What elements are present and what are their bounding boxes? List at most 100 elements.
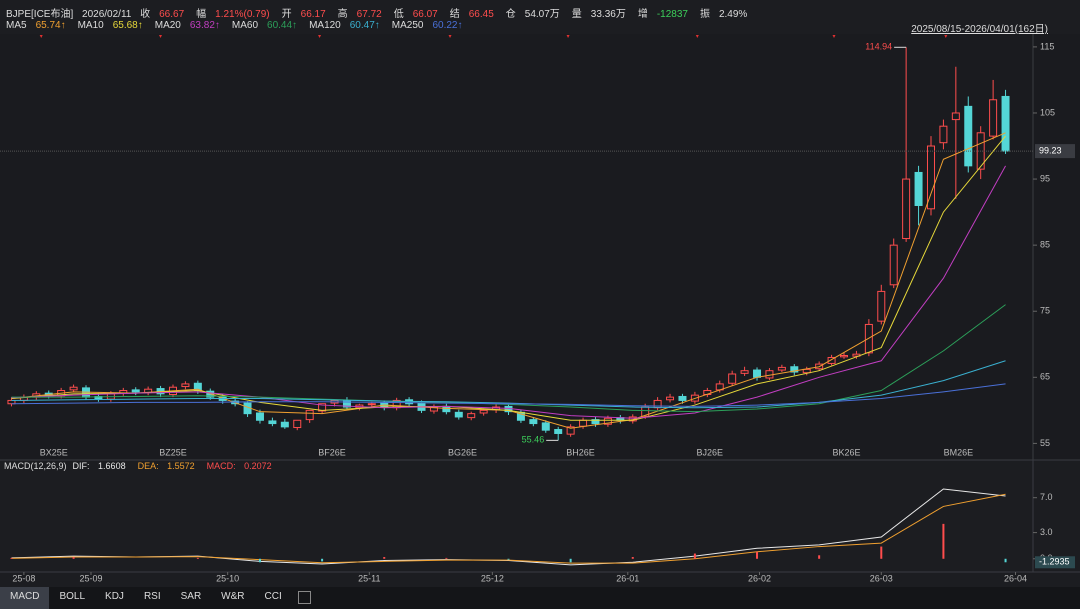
ma-line bbox=[11, 165, 1006, 419]
candle-body bbox=[342, 400, 351, 408]
y-tick-label: 95 bbox=[1040, 173, 1050, 183]
ma-entry: MA120 60.47↑ bbox=[309, 20, 386, 31]
ma-name: MA10 bbox=[77, 20, 104, 31]
quote-field: 高 67.72 bbox=[338, 9, 388, 20]
candle-body bbox=[666, 396, 675, 401]
indicator-tab[interactable]: CCI bbox=[264, 591, 282, 602]
add-tab-button[interactable] bbox=[297, 591, 311, 604]
roll-marker bbox=[944, 35, 948, 38]
ma-value: 65.74↑ bbox=[35, 20, 66, 31]
macd-bar bbox=[569, 558, 572, 563]
candle-body bbox=[740, 370, 749, 374]
y-tick-label: 7.0 bbox=[1040, 492, 1053, 502]
candle-body bbox=[318, 403, 327, 412]
candle-body bbox=[603, 417, 612, 425]
field-value: -12837 bbox=[656, 9, 688, 20]
price-panel bbox=[0, 34, 1080, 460]
y-tick-label: 3.0 bbox=[1040, 527, 1053, 537]
indicator-tab[interactable]: MACD bbox=[0, 587, 50, 609]
quote-field: 收 66.67 bbox=[140, 9, 190, 20]
ma-name: MA20 bbox=[154, 20, 181, 31]
candle-body bbox=[579, 419, 588, 427]
chart: 55 65 75 85 95 105 115 BX25E BZ25E BF26E BG26E BH26… bbox=[0, 34, 1080, 583]
series-value: 1.6608 bbox=[98, 461, 126, 471]
ma-legend: MA5 65.74↑ MA10 65.68↑ MA20 63.82↑ MA60 60.44↑ M… bbox=[6, 20, 475, 31]
y-tick-label: 115 bbox=[1040, 41, 1054, 51]
quote-field: 低 66.07 bbox=[394, 9, 444, 20]
field-label: 增 bbox=[637, 9, 648, 20]
candle-body bbox=[802, 368, 811, 374]
field-label: 开 bbox=[281, 9, 292, 20]
macd-bar bbox=[321, 558, 324, 562]
symbol: BJPE[ICE布油] bbox=[6, 9, 74, 20]
indicator-tab[interactable]: W&R bbox=[221, 591, 245, 602]
x-tick-label: 25-11 bbox=[358, 573, 380, 583]
macd-entry: MACD 0.2072 bbox=[207, 461, 278, 471]
indicator-tab[interactable]: SAR bbox=[180, 591, 202, 602]
ma-value: 60.22↑ bbox=[432, 20, 463, 31]
quote-field: 结 66.45 bbox=[450, 9, 500, 20]
field-label: 高 bbox=[337, 9, 348, 20]
candle-body bbox=[280, 421, 289, 428]
candle-body bbox=[877, 290, 886, 322]
series-name: DEA bbox=[138, 461, 162, 471]
candle-body bbox=[951, 112, 960, 121]
macd-bar bbox=[818, 555, 821, 559]
ma-entry: MA20 63.82↑ bbox=[155, 20, 226, 31]
quote-field: 幅 1.21%(0.79) bbox=[196, 9, 275, 20]
candle-body bbox=[454, 411, 463, 418]
macd-bar bbox=[756, 551, 759, 559]
macd-bar bbox=[631, 557, 634, 559]
ma-name: MA5 bbox=[6, 20, 27, 31]
last-value-box bbox=[1035, 556, 1075, 569]
field-value: 66.67 bbox=[159, 9, 185, 20]
roll-marker bbox=[832, 35, 836, 38]
candle-body bbox=[541, 422, 550, 431]
field-value: 66.17 bbox=[300, 9, 326, 20]
roll-marker bbox=[695, 35, 699, 38]
macd-bar bbox=[1004, 558, 1007, 563]
macd-bar bbox=[258, 558, 261, 563]
series-value: 1.5572 bbox=[167, 461, 195, 471]
date-range[interactable]: 2025/08/15-2026/04/01(162日) bbox=[911, 24, 1048, 35]
indicator-tab[interactable]: RSI bbox=[143, 591, 161, 602]
field-value: 66.45 bbox=[468, 9, 494, 20]
indicator-tab[interactable]: BOLL bbox=[59, 591, 86, 602]
quote-header: BJPE[ICE布油] 2026/02/11 收 66.67 幅 1.21%(0.79… bbox=[6, 5, 759, 20]
contract-label: BF26E bbox=[318, 447, 346, 457]
x-tick-label: 25-08 bbox=[12, 573, 35, 583]
last-price-box bbox=[1035, 144, 1075, 159]
roll-marker bbox=[39, 35, 43, 38]
field-value: 66.07 bbox=[412, 9, 438, 20]
macd-bar bbox=[10, 557, 13, 559]
x-tick-label: 25-10 bbox=[216, 573, 239, 583]
ma-name: MA250 bbox=[391, 20, 424, 31]
candle-body bbox=[790, 366, 799, 373]
ma-value: 60.47↑ bbox=[349, 20, 380, 31]
contract-label: BZ25E bbox=[159, 447, 187, 457]
macd-bar bbox=[693, 553, 696, 559]
candle-body bbox=[554, 429, 563, 434]
ma-entry: MA60 60.44↑ bbox=[232, 20, 303, 31]
series-name: DIF bbox=[73, 461, 93, 471]
field-label: 结 bbox=[449, 9, 460, 20]
quote-field: 振 2.49% bbox=[700, 9, 753, 20]
contract-label: BJ26E bbox=[697, 447, 724, 457]
min-label: 55.46 bbox=[522, 435, 545, 445]
candle-body bbox=[889, 244, 898, 286]
last-price-label: 99.23 bbox=[1039, 145, 1062, 155]
ma-entry: MA10 65.68↑ bbox=[78, 20, 149, 31]
candle-body bbox=[678, 395, 687, 401]
roll-marker bbox=[318, 35, 322, 38]
x-tick-label: 26-02 bbox=[748, 573, 771, 583]
candle-body bbox=[753, 369, 762, 378]
last-value-label: -1.2935 bbox=[1039, 557, 1070, 567]
contract-label: BH26E bbox=[566, 447, 595, 457]
candle-body bbox=[181, 383, 190, 388]
candle-body bbox=[305, 409, 314, 421]
ma-name: MA60 bbox=[231, 20, 259, 31]
indicator-tab[interactable]: KDJ bbox=[105, 591, 124, 602]
macd-bar bbox=[507, 558, 510, 560]
candle-body bbox=[442, 405, 451, 413]
